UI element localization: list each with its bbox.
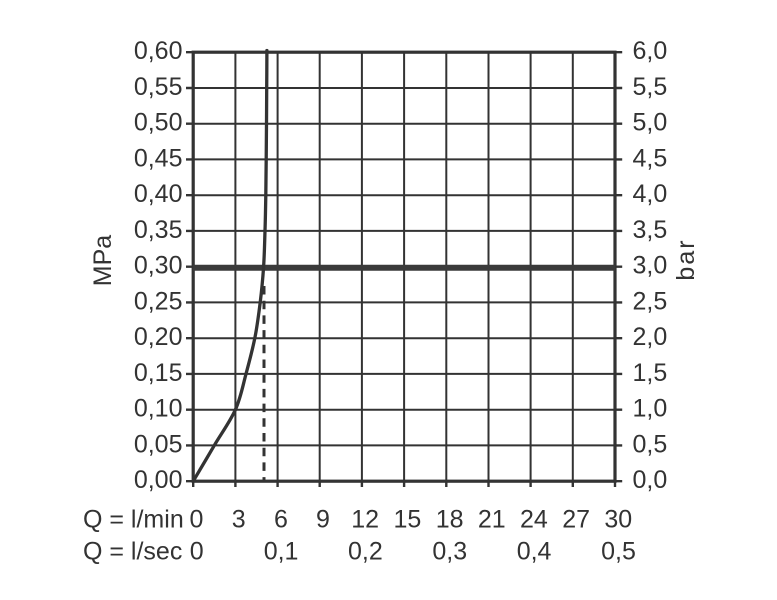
svg-text:MPa: MPa — [89, 235, 117, 287]
svg-text:1,0: 1,0 — [633, 395, 668, 423]
svg-text:0,40: 0,40 — [134, 180, 183, 208]
svg-text:24: 24 — [520, 506, 548, 534]
svg-text:0,45: 0,45 — [134, 144, 183, 172]
svg-text:0,10: 0,10 — [134, 395, 183, 423]
svg-text:3: 3 — [232, 506, 246, 534]
svg-text:0,55: 0,55 — [134, 73, 183, 101]
svg-text:2,5: 2,5 — [633, 287, 668, 315]
svg-text:30: 30 — [604, 506, 632, 534]
svg-text:0,5: 0,5 — [601, 538, 636, 566]
svg-text:4,5: 4,5 — [633, 144, 668, 172]
svg-text:0,4: 0,4 — [517, 538, 552, 566]
svg-text:5,0: 5,0 — [633, 109, 668, 137]
svg-text:9: 9 — [316, 506, 330, 534]
svg-text:0,1: 0,1 — [264, 538, 299, 566]
svg-text:3,0: 3,0 — [633, 252, 668, 280]
svg-text:4,0: 4,0 — [633, 180, 668, 208]
svg-text:0,2: 0,2 — [348, 538, 383, 566]
svg-text:0,05: 0,05 — [134, 430, 183, 458]
svg-text:0,50: 0,50 — [134, 109, 183, 137]
svg-text:12: 12 — [351, 506, 379, 534]
svg-text:0,00: 0,00 — [134, 466, 183, 494]
svg-text:3,5: 3,5 — [633, 216, 668, 244]
svg-text:2,0: 2,0 — [633, 323, 668, 351]
svg-text:0,35: 0,35 — [134, 216, 183, 244]
svg-text:0,20: 0,20 — [134, 323, 183, 351]
svg-text:Q = l/sec: Q = l/sec — [83, 538, 182, 566]
svg-text:0: 0 — [190, 538, 204, 566]
svg-text:18: 18 — [436, 506, 464, 534]
svg-text:0: 0 — [190, 506, 204, 534]
svg-text:0,25: 0,25 — [134, 287, 183, 315]
svg-text:0,60: 0,60 — [134, 37, 183, 65]
svg-text:bar: bar — [672, 238, 700, 280]
svg-text:0,3: 0,3 — [432, 538, 467, 566]
svg-text:6,0: 6,0 — [633, 37, 668, 65]
svg-text:21: 21 — [478, 506, 506, 534]
svg-text:6: 6 — [274, 506, 288, 534]
svg-text:1,5: 1,5 — [633, 359, 668, 387]
svg-text:0,0: 0,0 — [633, 466, 668, 494]
svg-text:Q = l/min: Q = l/min — [83, 506, 184, 534]
svg-text:15: 15 — [393, 506, 421, 534]
svg-text:27: 27 — [562, 506, 590, 534]
svg-text:0,15: 0,15 — [134, 359, 183, 387]
svg-text:5,5: 5,5 — [633, 73, 668, 101]
svg-text:0,30: 0,30 — [134, 252, 183, 280]
svg-text:0,5: 0,5 — [633, 430, 668, 458]
